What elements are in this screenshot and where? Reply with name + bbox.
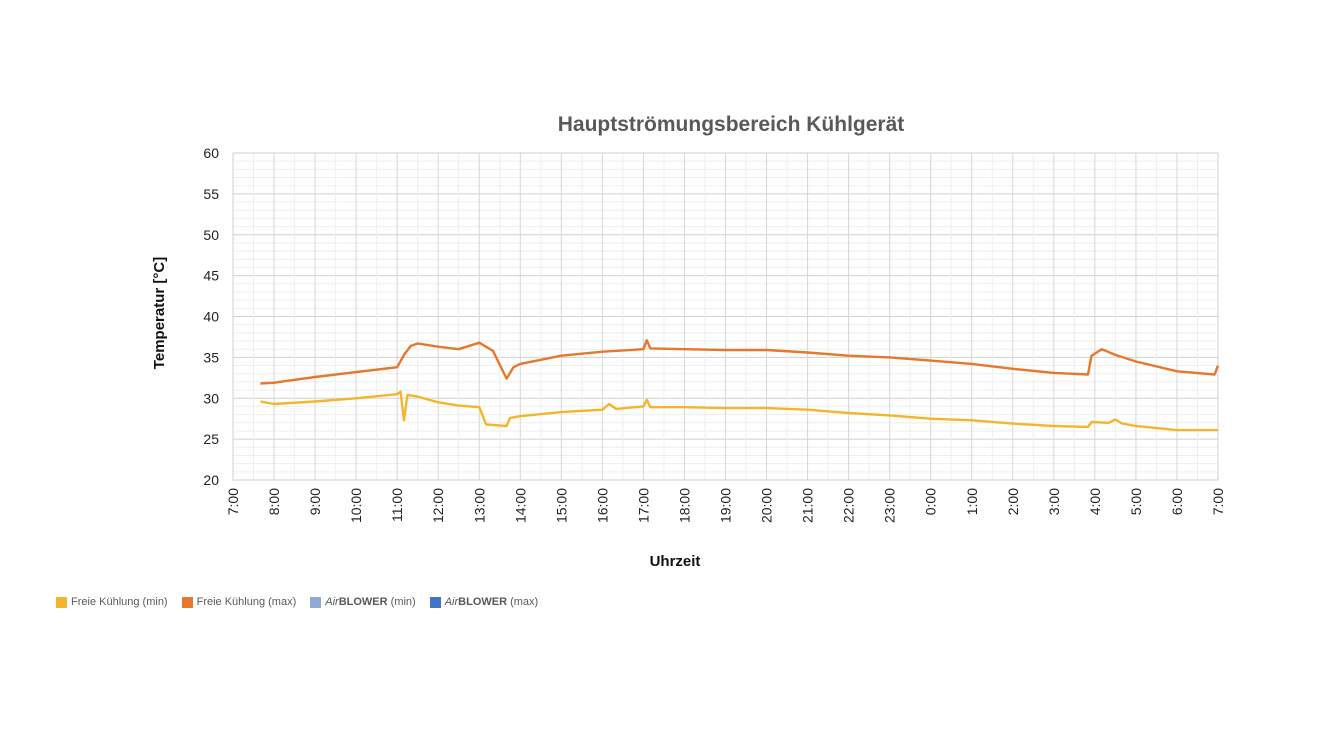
legend-swatch — [56, 596, 67, 608]
x-tick-label: 2:00 — [1005, 488, 1021, 515]
legend-label: Freie Kühlung (max) — [196, 596, 297, 608]
x-tick-labels: 7:00 8:00 9:00 10:00 11:00 12:00 13:00 14:00 15:… — [225, 488, 1226, 523]
x-tick-label: 4:00 — [1087, 488, 1103, 515]
y-tick-labels: 20 25 30 35 40 45 50 55 60 — [203, 145, 219, 488]
series-line-freie-k-hlung-max — [260, 339, 1220, 385]
x-tick-label: 12:00 — [430, 488, 446, 523]
x-tick-label: 7:00 — [1210, 488, 1226, 515]
y-axis-label: Temperatur [°C] — [151, 257, 168, 369]
series-line-freie-k-hlung-min — [260, 390, 1218, 432]
x-tick-label: 16:00 — [594, 488, 610, 523]
legend-item-freie-kuehlung-max: Freie Kühlung (max) — [181, 596, 297, 608]
data-series — [260, 339, 1220, 432]
x-tick-label: 1:00 — [964, 488, 980, 515]
legend-item-airblower-min: AirBLOWER (min) — [310, 596, 416, 608]
x-tick-label: 22:00 — [841, 488, 857, 523]
x-tick-label: 7:00 — [225, 488, 241, 515]
y-tick-label: 25 — [203, 431, 219, 447]
plot-area-border — [232, 152, 1219, 481]
x-tick-label: 18:00 — [676, 488, 692, 523]
x-tick-label: 17:00 — [635, 488, 651, 523]
y-tick-label: 50 — [203, 227, 219, 243]
chart-legend: Freie Kühlung (min) Freie Kühlung (max) … — [56, 596, 538, 608]
x-tick-label: 10:00 — [348, 488, 364, 523]
legend-label: AirBLOWER (max) — [444, 596, 539, 608]
y-tick-label: 40 — [203, 309, 219, 325]
x-tick-label: 5:00 — [1128, 488, 1144, 515]
x-tick-label: 19:00 — [718, 488, 734, 523]
x-tick-label: 20:00 — [759, 488, 775, 523]
x-axis-label: Uhrzeit — [650, 553, 701, 570]
legend-item-freie-kuehlung-min: Freie Kühlung (min) — [56, 596, 168, 608]
x-tick-label: 6:00 — [1169, 488, 1185, 515]
legend-swatch — [310, 596, 322, 608]
y-tick-label: 35 — [203, 349, 219, 365]
legend-swatch — [429, 596, 441, 608]
legend-label: AirBLOWER (min) — [325, 596, 416, 608]
legend-swatch — [181, 596, 193, 608]
y-tick-label: 20 — [203, 472, 219, 488]
y-tick-label: 55 — [203, 186, 219, 202]
chart-title: Hauptströmungsbereich Kühlgerät — [558, 113, 905, 136]
x-tick-label: 21:00 — [800, 488, 816, 523]
y-tick-label: 30 — [203, 390, 219, 406]
legend-item-airblower-max: AirBLOWER (max) — [429, 596, 539, 608]
x-tick-label: 9:00 — [307, 488, 323, 515]
x-tick-label: 23:00 — [882, 488, 898, 523]
x-tick-label: 3:00 — [1046, 488, 1062, 515]
x-tick-label: 13:00 — [471, 488, 487, 523]
gridlines — [232, 152, 1219, 481]
x-tick-label: 11:00 — [389, 488, 405, 522]
x-tick-label: 14:00 — [512, 488, 528, 523]
legend-label: Freie Kühlung (min) — [71, 596, 168, 608]
y-tick-label: 60 — [203, 145, 219, 161]
x-tick-label: 8:00 — [266, 488, 282, 515]
x-tick-label: 0:00 — [923, 488, 939, 515]
x-tick-label: 15:00 — [553, 488, 569, 523]
y-tick-label: 45 — [203, 268, 219, 284]
